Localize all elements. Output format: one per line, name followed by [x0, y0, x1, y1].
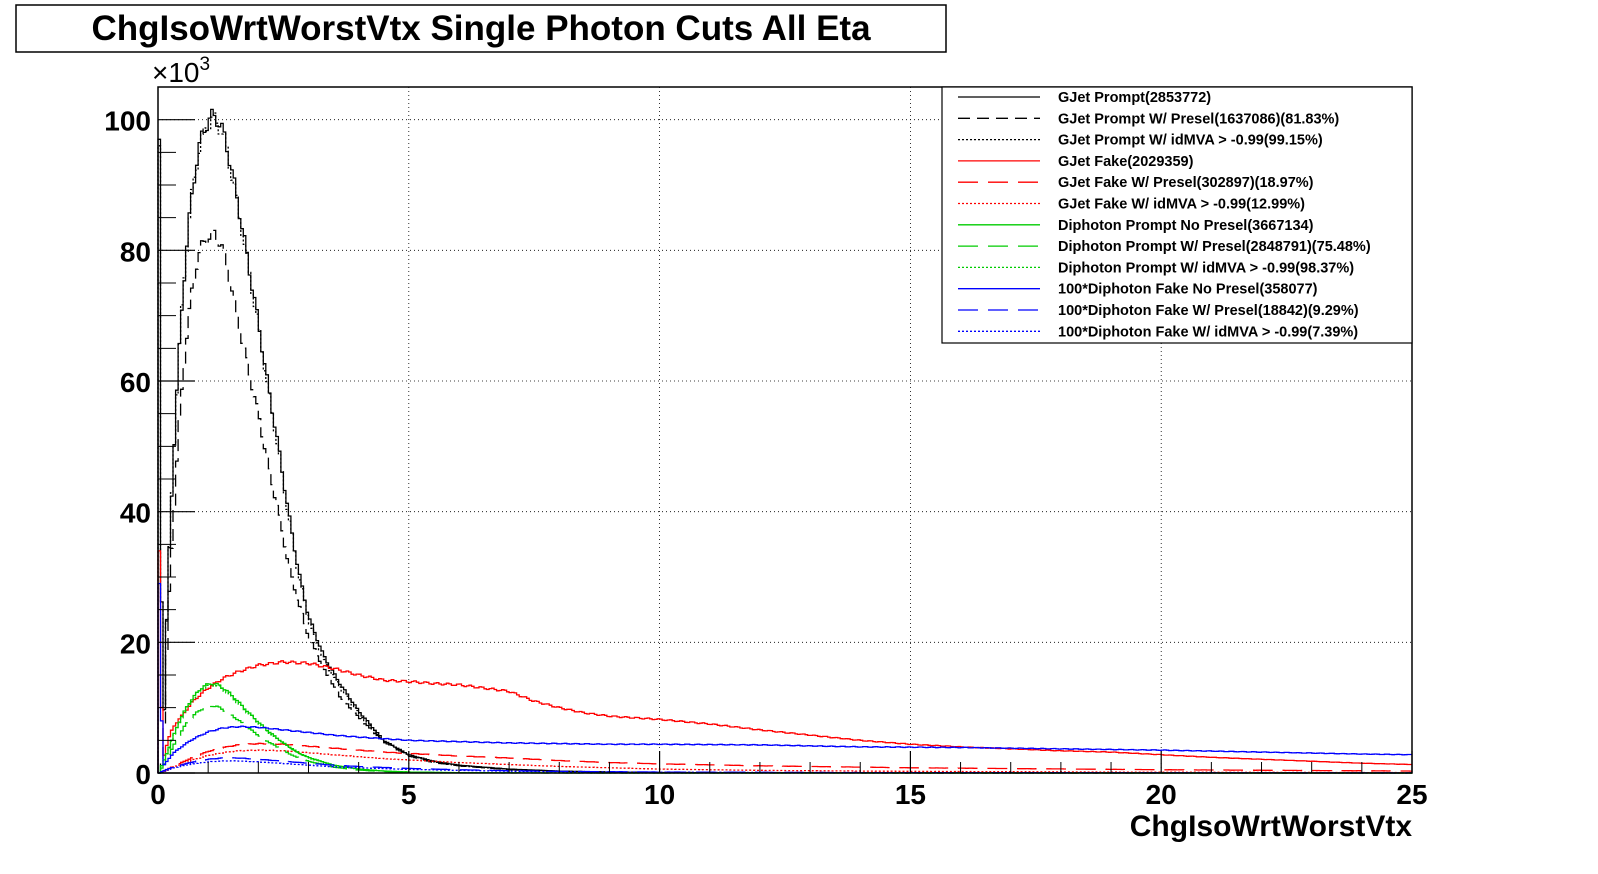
- legend-entry-label: 100*Diphoton Fake W/ Presel(18842)(9.29%…: [1058, 303, 1359, 319]
- legend-entry-label: GJet Fake W/ idMVA > -0.99(12.99%): [1058, 197, 1305, 213]
- legend-entry-label: GJet Fake W/ Presel(302897)(18.97%): [1058, 175, 1314, 191]
- y-tick-label: 40: [120, 498, 151, 529]
- legend-entry-label: 100*Diphoton Fake W/ idMVA > -0.99(7.39%…: [1058, 324, 1358, 340]
- legend-entry-label: 100*Diphoton Fake No Presel(358077): [1058, 282, 1318, 298]
- y-tick-label: 100: [104, 106, 151, 137]
- x-axis-title: ChgIsoWrtWorstVtx: [1130, 810, 1413, 843]
- legend-entry-label: GJet Prompt W/ idMVA > -0.99(99.15%): [1058, 133, 1323, 149]
- series-line: [158, 742, 1412, 774]
- x-tick-label: 0: [150, 779, 166, 810]
- y-tick-label: 80: [120, 236, 151, 267]
- y-tick-label: 20: [120, 628, 151, 659]
- x-tick-label: 25: [1396, 779, 1427, 810]
- y-multiplier: ×103: [152, 54, 210, 88]
- title-box: [15, 4, 947, 53]
- legend-entry-label: Diphoton Prompt No Presel(3667134): [1058, 218, 1314, 234]
- x-tick-label: 15: [895, 779, 926, 810]
- legend-entry-label: Diphoton Prompt W/ idMVA > -0.99(98.37%): [1058, 260, 1354, 276]
- y-tick-label: 60: [120, 367, 151, 398]
- y-tick-label: 0: [135, 759, 151, 790]
- legend-entry-label: GJet Prompt(2853772): [1058, 90, 1211, 106]
- series-line: [157, 582, 1412, 773]
- legend-entry-label: GJet Fake(2029359): [1058, 154, 1194, 170]
- y-tick-labels: 0 20 40 60 80 100: [104, 106, 151, 790]
- legend: GJet Prompt(2853772) GJet Prompt W/ Prese…: [941, 86, 1413, 344]
- series-line: [157, 550, 1412, 773]
- x-tick-labels: 0 5 10 15 20 25: [150, 779, 1427, 810]
- series-line: [158, 705, 1412, 774]
- series-line: [158, 682, 1412, 774]
- x-tick-label: 10: [644, 779, 675, 810]
- x-tick-label: 20: [1146, 779, 1177, 810]
- ticks: [157, 86, 1413, 774]
- y-multiplier-exp: 3: [200, 54, 211, 75]
- y-multiplier-base: ×10: [152, 57, 200, 88]
- x-tick-label: 5: [401, 779, 417, 810]
- legend-entry-label: Diphoton Prompt W/ Presel(2848791)(75.48…: [1058, 239, 1371, 255]
- legend-box: [941, 86, 1413, 344]
- series-line: [158, 749, 1412, 774]
- series-line: [158, 683, 1412, 774]
- plot-frame: [157, 86, 1413, 774]
- legend-entry-label: GJet Prompt W/ Presel(1637086)(81.83%): [1058, 111, 1339, 127]
- chart-title: ChgIsoWrtWorstVtx Single Photon Cuts All…: [91, 9, 871, 48]
